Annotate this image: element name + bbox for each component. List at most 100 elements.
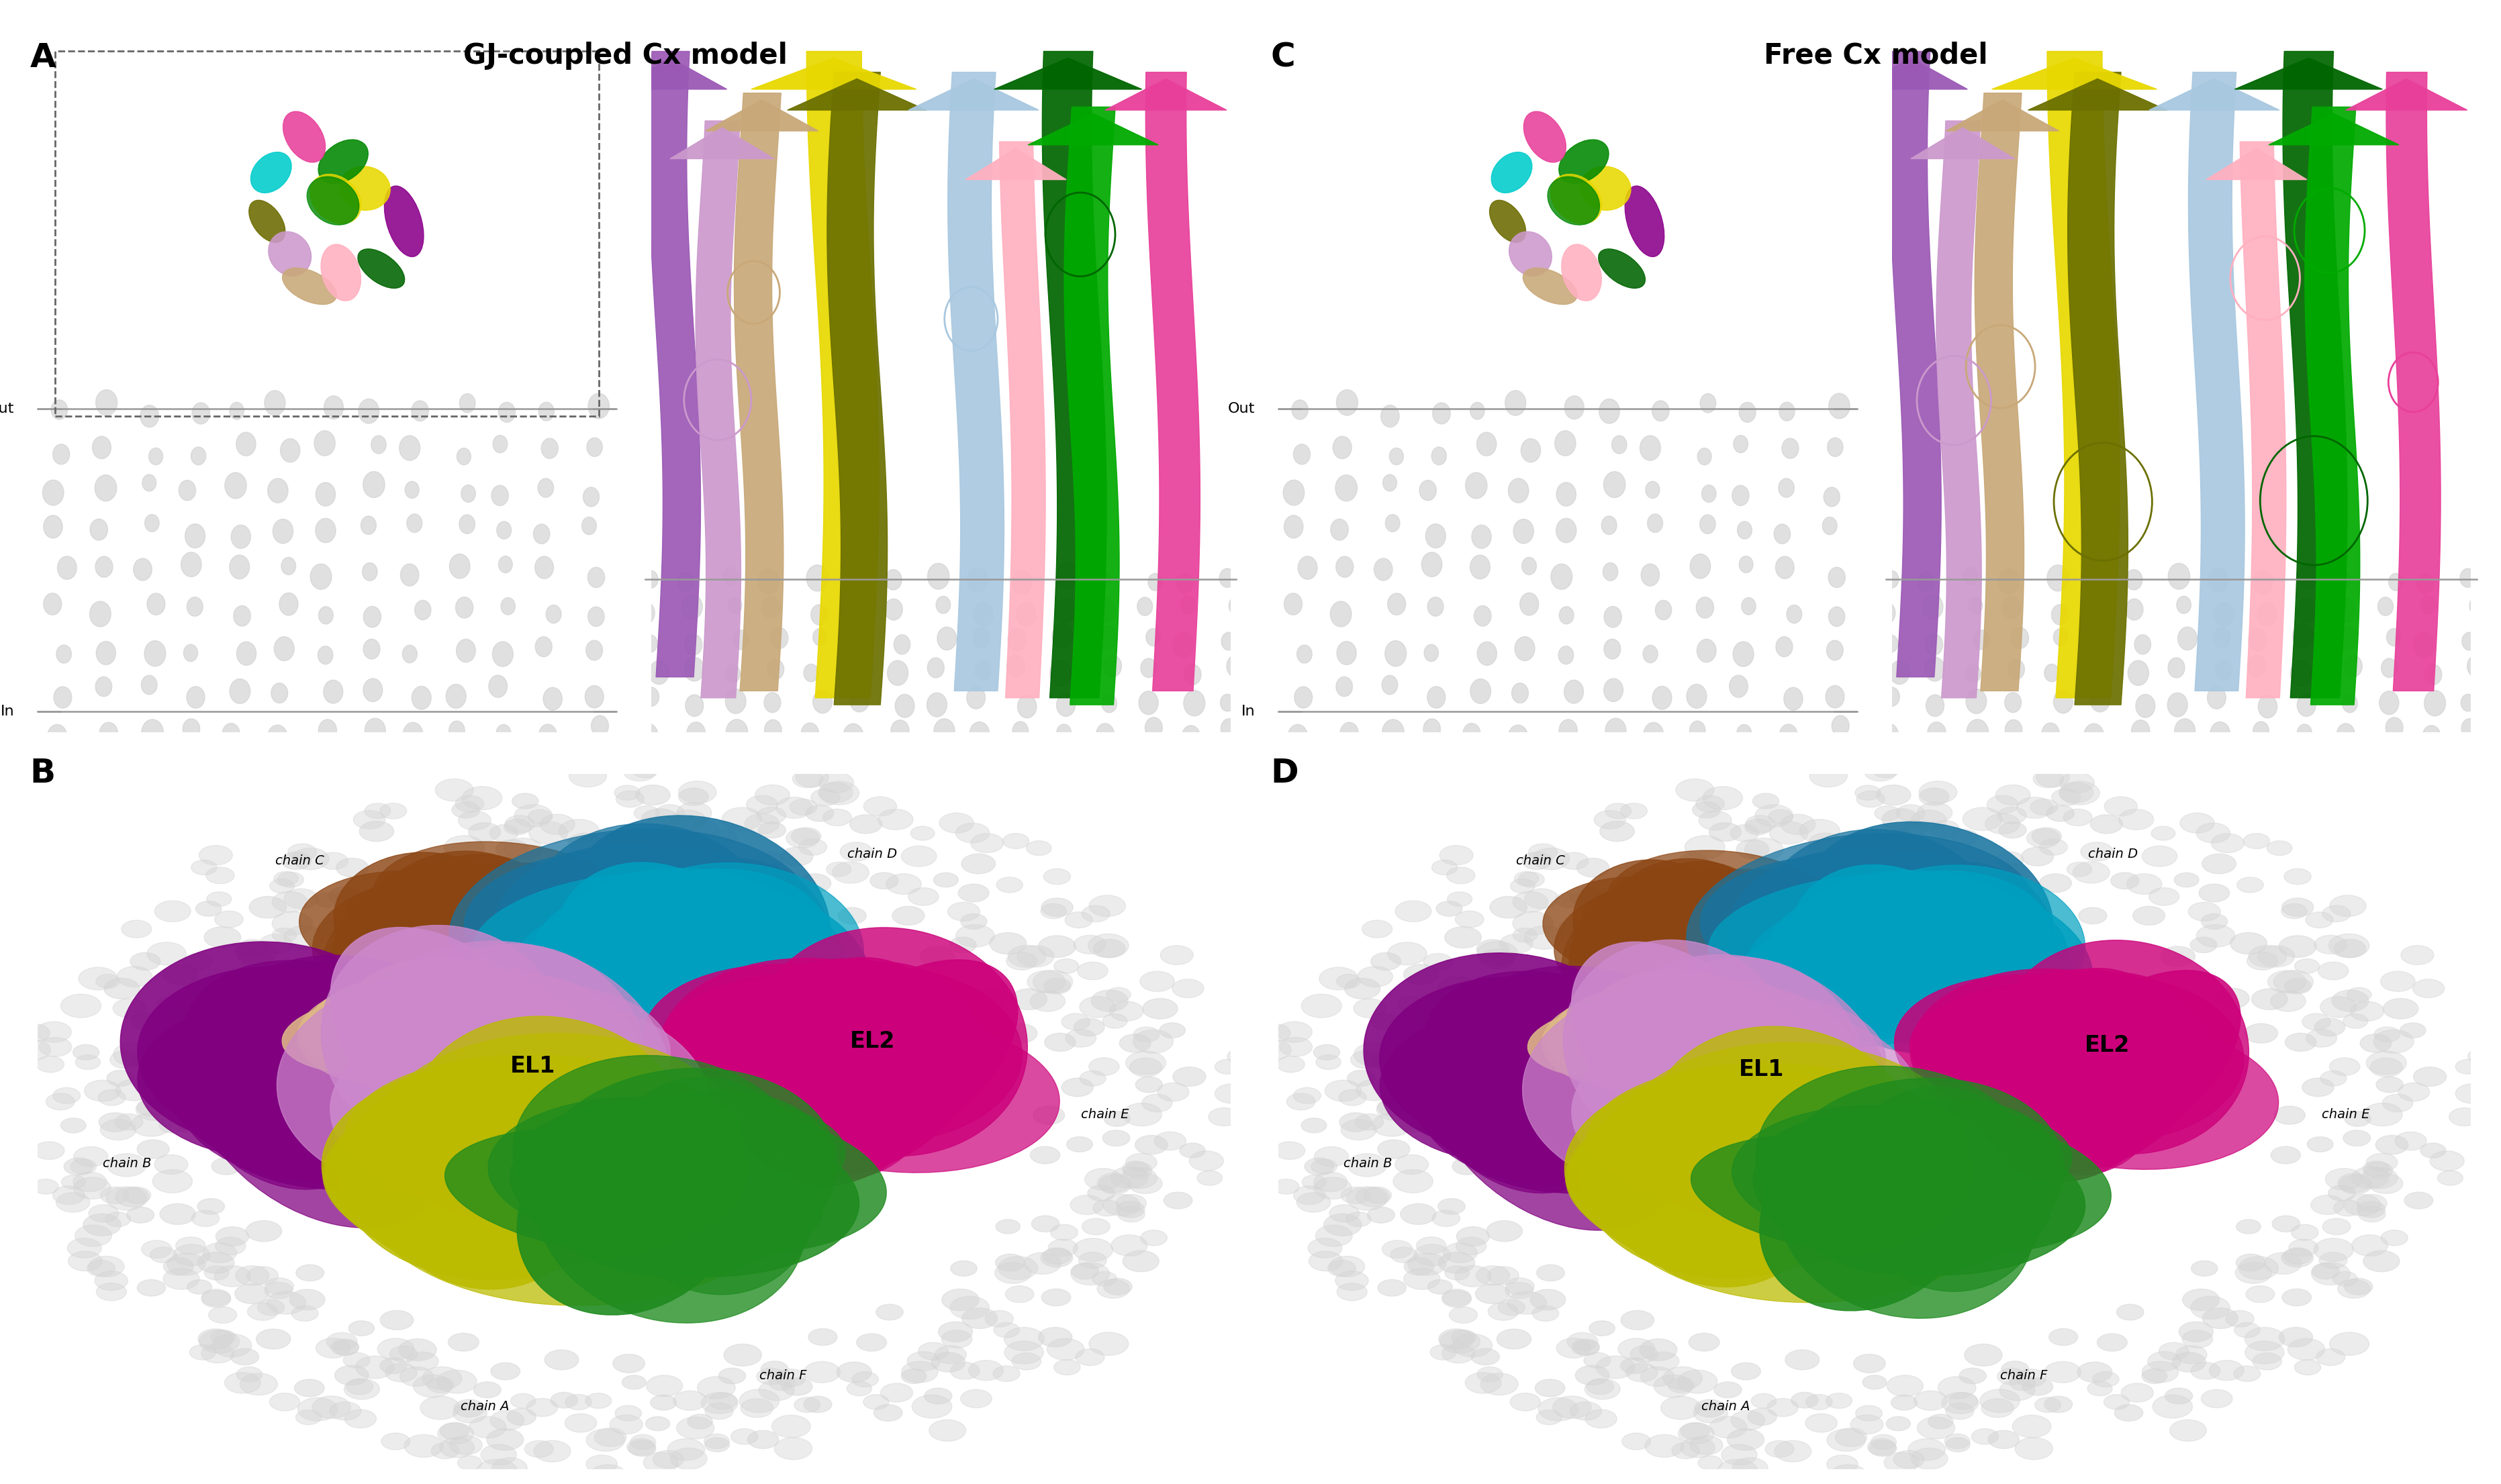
Circle shape	[1931, 821, 1958, 837]
Circle shape	[500, 598, 515, 614]
Circle shape	[1928, 723, 1946, 743]
Ellipse shape	[353, 968, 570, 1074]
Text: chain E: chain E	[2321, 1109, 2371, 1120]
Circle shape	[290, 1290, 325, 1310]
Circle shape	[1851, 1414, 1883, 1434]
Circle shape	[2088, 1382, 2113, 1396]
Circle shape	[1155, 1132, 1185, 1150]
Circle shape	[2211, 721, 2231, 745]
Circle shape	[990, 932, 1025, 954]
Circle shape	[280, 558, 295, 574]
Circle shape	[2133, 635, 2151, 654]
Circle shape	[960, 1389, 993, 1408]
Circle shape	[178, 481, 195, 500]
Circle shape	[2208, 568, 2228, 592]
Circle shape	[1378, 1140, 1411, 1159]
Circle shape	[225, 472, 248, 499]
Ellipse shape	[1581, 166, 1631, 211]
Circle shape	[240, 948, 273, 969]
Circle shape	[1556, 893, 1581, 907]
Ellipse shape	[1786, 913, 2076, 1027]
Ellipse shape	[325, 987, 515, 1073]
Circle shape	[1561, 852, 1588, 870]
Ellipse shape	[303, 978, 533, 1080]
Circle shape	[1215, 1083, 1248, 1103]
Circle shape	[498, 556, 513, 573]
Ellipse shape	[583, 901, 840, 1064]
Ellipse shape	[2026, 971, 2241, 1158]
Circle shape	[885, 874, 920, 895]
Circle shape	[2213, 628, 2231, 649]
Circle shape	[1721, 1444, 1758, 1465]
Circle shape	[1338, 1089, 1366, 1106]
Circle shape	[88, 1255, 125, 1276]
Ellipse shape	[373, 1085, 593, 1290]
Circle shape	[38, 1057, 65, 1073]
Circle shape	[405, 876, 438, 893]
Circle shape	[493, 485, 508, 506]
Circle shape	[1426, 524, 1446, 548]
Circle shape	[2403, 1192, 2433, 1209]
Circle shape	[628, 1438, 655, 1456]
Circle shape	[1306, 1158, 1333, 1175]
Circle shape	[950, 1261, 978, 1276]
Circle shape	[2333, 1272, 2358, 1287]
Circle shape	[1886, 1417, 1911, 1431]
Circle shape	[173, 1008, 198, 1022]
Circle shape	[1013, 571, 1033, 594]
Circle shape	[498, 402, 515, 423]
Ellipse shape	[1561, 245, 1601, 301]
Circle shape	[1533, 1306, 1558, 1321]
Circle shape	[1441, 1330, 1481, 1353]
Circle shape	[190, 447, 205, 464]
Circle shape	[685, 695, 703, 717]
Circle shape	[1666, 864, 1703, 884]
Circle shape	[2381, 972, 2416, 991]
Circle shape	[725, 720, 748, 745]
Circle shape	[1160, 945, 1193, 965]
Circle shape	[163, 965, 198, 985]
Circle shape	[208, 1091, 233, 1106]
Circle shape	[745, 795, 778, 813]
Circle shape	[2381, 1230, 2408, 1245]
Circle shape	[1098, 1174, 1130, 1193]
Circle shape	[1393, 1169, 1433, 1193]
Circle shape	[2306, 913, 2333, 928]
Circle shape	[800, 723, 818, 743]
Circle shape	[1316, 1055, 1341, 1070]
Ellipse shape	[520, 1106, 783, 1252]
Ellipse shape	[368, 1112, 630, 1257]
Circle shape	[595, 1428, 625, 1447]
Circle shape	[585, 1456, 618, 1474]
Circle shape	[2166, 1388, 2193, 1404]
Circle shape	[850, 565, 865, 583]
Circle shape	[1778, 402, 1796, 421]
Circle shape	[1431, 859, 1458, 876]
Circle shape	[188, 687, 205, 708]
Circle shape	[140, 405, 158, 427]
Circle shape	[755, 864, 788, 883]
Circle shape	[1491, 896, 1528, 919]
Circle shape	[1681, 1438, 1716, 1457]
Circle shape	[2126, 570, 2143, 591]
Circle shape	[2008, 659, 2023, 680]
Circle shape	[1070, 1195, 1103, 1214]
Ellipse shape	[1553, 990, 1718, 1066]
Circle shape	[1556, 430, 1576, 456]
Circle shape	[2316, 1349, 2346, 1365]
Circle shape	[68, 1238, 103, 1258]
Circle shape	[590, 715, 608, 736]
Circle shape	[1433, 1211, 1461, 1226]
Circle shape	[2253, 1353, 2281, 1370]
Circle shape	[2293, 623, 2313, 649]
Circle shape	[1806, 1395, 1833, 1410]
Circle shape	[1038, 935, 1075, 957]
Circle shape	[1123, 1251, 1158, 1272]
Circle shape	[1593, 810, 1626, 830]
Ellipse shape	[1631, 862, 1773, 981]
Ellipse shape	[1771, 880, 1996, 991]
Circle shape	[938, 1322, 973, 1342]
Circle shape	[585, 1429, 625, 1451]
Circle shape	[223, 723, 240, 743]
Circle shape	[265, 1278, 293, 1294]
